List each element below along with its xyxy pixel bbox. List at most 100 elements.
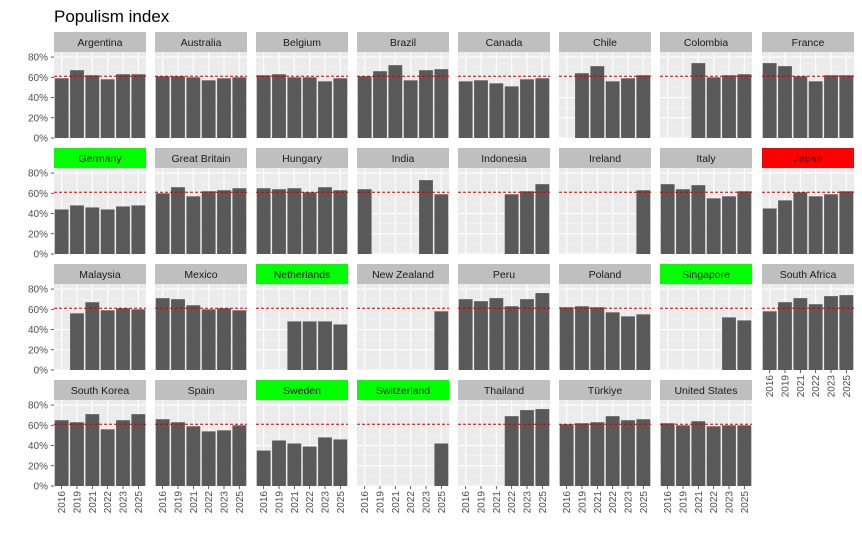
bar-brazil-2025: [434, 69, 449, 138]
panel-bg-france: [762, 52, 854, 138]
bar-australia-2016: [155, 76, 170, 138]
x-tick-label: 2022: [406, 491, 417, 514]
panel-italy: Italy: [660, 148, 752, 255]
bar-malaysia-2022: [100, 310, 115, 370]
x-tick-label: 2022: [811, 375, 822, 398]
bar-hungary-2021: [287, 188, 302, 254]
bar-australia-2023: [217, 78, 231, 138]
bar-hungary-2025: [333, 190, 348, 254]
bar-india-2016: [357, 189, 372, 254]
strip-label-spain: Spain: [188, 385, 215, 397]
bar-turkiye-2016: [559, 424, 574, 486]
bar-mexico-2019: [171, 299, 185, 370]
x-tick-label: 2025: [235, 491, 246, 514]
bar-united-states-2021: [691, 421, 706, 486]
y-tick-label: 40%: [28, 325, 48, 336]
bar-chile-2019: [575, 73, 589, 138]
panel-chile: Chile: [559, 32, 651, 139]
panel-indonesia: Indonesia: [458, 148, 550, 255]
strip-label-poland: Poland: [589, 269, 622, 281]
bar-ireland-2025: [636, 190, 651, 254]
bar-argentina-2025: [131, 74, 146, 138]
bar-south-africa-2022: [808, 304, 823, 370]
bar-united-states-2016: [660, 423, 675, 486]
bar-spain-2023: [217, 430, 231, 486]
bar-brazil-2016: [357, 76, 372, 138]
x-tick-label: 2025: [740, 491, 751, 514]
x-tick-label: 2021: [796, 375, 807, 398]
bar-peru-2025: [535, 293, 550, 370]
bar-south-korea-2016: [54, 420, 69, 486]
bar-united-states-2019: [676, 425, 690, 486]
bar-singapore-2025: [737, 320, 752, 370]
y-tick-label: 0%: [34, 482, 49, 493]
panel-sweden: Sweden 2016 2019 2021 2022 2023 2025: [256, 380, 348, 513]
bar-italy-2019: [676, 189, 690, 254]
bar-south-africa-2023: [824, 296, 838, 370]
x-tick-label: 2019: [174, 491, 185, 514]
bar-sweden-2022: [302, 446, 317, 486]
bar-thailand-2025: [535, 409, 550, 486]
strip-label-australia: Australia: [181, 37, 222, 49]
bar-peru-2022: [504, 306, 519, 370]
bar-france-2021: [793, 76, 808, 138]
bar-australia-2021: [186, 77, 201, 138]
strip-label-chile: Chile: [593, 37, 617, 49]
bar-belgium-2016: [256, 75, 271, 138]
panel-bg-chile: [559, 52, 651, 138]
strip-mexico: [155, 264, 247, 284]
strip-label-netherlands: Netherlands: [274, 269, 331, 281]
x-tick-label: 2016: [158, 491, 169, 514]
panel-spain: Spain 2016 2019 2021 2022 2023 2025: [155, 380, 247, 513]
panel-singapore: Singapore: [660, 264, 752, 371]
bar-great-britain-2023: [217, 190, 231, 254]
bar-canada-2025: [535, 78, 550, 138]
panel-bg-new-zealand: [357, 284, 449, 370]
bar-japan-2016: [762, 208, 777, 254]
strip-canada: [458, 32, 550, 52]
strip-label-south-africa: South Africa: [780, 269, 837, 281]
bar-turkiye-2019: [575, 423, 589, 486]
strip-label-turkiye: Türkiye: [588, 385, 623, 397]
bar-poland-2021: [590, 307, 605, 370]
panel-malaysia: Malaysia 0% 20% 40% 60% 80%: [28, 264, 146, 377]
strip-france: [762, 32, 854, 52]
bar-italy-2023: [722, 196, 736, 254]
bar-poland-2022: [605, 312, 620, 370]
bar-argentina-2016: [54, 78, 69, 138]
strip-label-singapore: Singapore: [682, 269, 730, 281]
panel-bg-great-britain: [155, 168, 247, 254]
strip-label-new-zealand: New Zealand: [372, 269, 434, 281]
panel-netherlands: Netherlands: [256, 264, 348, 371]
panel-bg-sweden: [256, 400, 348, 486]
bar-south-korea-2022: [100, 429, 115, 486]
panel-bg-brazil: [357, 52, 449, 138]
bar-colombia-2021: [691, 63, 706, 139]
y-tick-label: 60%: [28, 305, 48, 316]
strip-label-italy: Italy: [696, 153, 716, 165]
panel-australia: Australia: [155, 32, 247, 139]
bar-mexico-2021: [186, 305, 201, 370]
bar-mexico-2025: [232, 310, 247, 370]
bar-sweden-2023: [318, 437, 332, 486]
bar-turkiye-2022: [605, 416, 620, 486]
bar-united-states-2023: [722, 425, 736, 486]
x-tick-label: 2023: [624, 491, 635, 514]
bar-germany-2023: [116, 206, 130, 254]
y-tick-label: 20%: [28, 229, 48, 240]
y-tick-label: 0%: [34, 366, 49, 377]
bar-turkiye-2021: [590, 422, 605, 486]
bar-germany-2021: [85, 207, 100, 254]
x-tick-label: 2023: [321, 491, 332, 514]
strip-hungary: [256, 148, 348, 168]
x-tick-label: 2025: [336, 491, 347, 514]
bar-peru-2021: [489, 298, 504, 370]
bar-argentina-2023: [116, 74, 130, 138]
y-tick-label: 40%: [28, 93, 48, 104]
bar-india-2023: [419, 180, 433, 254]
x-tick-label: 2023: [725, 491, 736, 514]
strip-india: [357, 148, 449, 168]
x-tick-label: 2021: [593, 491, 604, 514]
bar-chile-2021: [590, 66, 605, 138]
bar-australia-2019: [171, 76, 185, 138]
